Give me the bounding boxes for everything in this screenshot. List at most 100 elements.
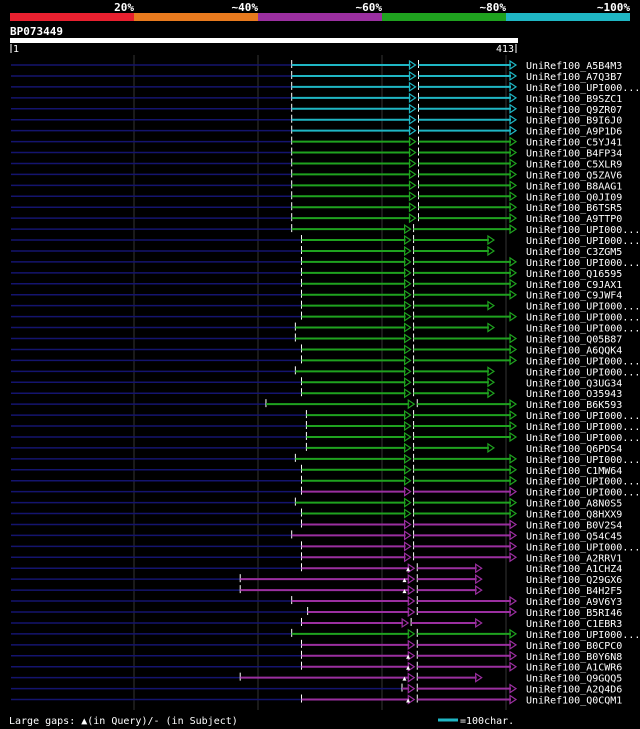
hit-row[interactable]: UniRef100_A5B4M3: [11, 59, 622, 72]
hit-label[interactable]: UniRef100_O35943: [526, 389, 622, 400]
hit-label[interactable]: UniRef100_C5YJ41: [526, 138, 622, 149]
hit-row[interactable]: UniRef100_B8AAG1: [11, 180, 622, 192]
hit-label[interactable]: UniRef100_C1EBR3: [526, 619, 622, 630]
hit-label[interactable]: UniRef100_Q8HXX9: [526, 510, 622, 521]
hit-row[interactable]: UniRef100_UPI000...: [11, 366, 640, 378]
hit-label[interactable]: UniRef100_A5B4M3: [526, 61, 622, 72]
hit-row[interactable]: UniRef100_O35943: [11, 388, 622, 400]
hit-row[interactable]: UniRef100_UPI000...: [11, 311, 640, 324]
hit-row[interactable]: UniRef100_C9JWF4: [11, 289, 622, 302]
hit-label[interactable]: UniRef100_Q3UG34: [526, 378, 622, 389]
hit-row[interactable]: UniRef100_UPI000...: [11, 234, 640, 247]
hit-label[interactable]: UniRef100_B0V2S4: [526, 520, 622, 531]
hit-label[interactable]: UniRef100_UPI000...: [526, 258, 640, 269]
hit-row[interactable]: UniRef100_B4FP34: [11, 147, 622, 160]
hit-row[interactable]: UniRef100_C9JAX1: [11, 278, 622, 291]
hit-label[interactable]: UniRef100_UPI000...: [526, 313, 640, 324]
hit-row[interactable]: UniRef100_A8N0S5: [11, 497, 622, 510]
hit-label[interactable]: UniRef100_A7Q3B7: [526, 72, 622, 83]
hit-label[interactable]: UniRef100_Q0JI09: [526, 192, 622, 203]
hit-label[interactable]: UniRef100_C5XLR9: [526, 159, 622, 170]
hit-row[interactable]: UniRef100_A2RRV1: [11, 552, 622, 564]
hit-row[interactable]: UniRef100_Q8HXX9: [11, 508, 622, 521]
hit-label[interactable]: UniRef100_B9SZC1: [526, 94, 622, 105]
hit-row[interactable]: UniRef100_A6QQK4: [11, 344, 622, 356]
hit-row[interactable]: UniRef100_UPI000...: [11, 420, 640, 433]
hit-row[interactable]: UniRef100_UPI000...: [11, 453, 640, 466]
hit-label[interactable]: UniRef100_Q5ZAV6: [526, 170, 622, 181]
hit-label[interactable]: UniRef100_B0CPC0: [526, 641, 622, 652]
hit-label[interactable]: UniRef100_Q6PDS4: [526, 444, 622, 455]
hit-row[interactable]: UniRef100_Q3UG34: [11, 377, 622, 389]
hit-label[interactable]: UniRef100_B5RI46: [526, 608, 622, 619]
hit-row[interactable]: UniRef100_Q5ZAV6: [11, 169, 622, 181]
hit-row[interactable]: UniRef100_B9SZC1: [11, 92, 622, 105]
hit-row[interactable]: UniRef100_B5RI46: [11, 606, 622, 619]
hit-label[interactable]: UniRef100_C9JAX1: [526, 280, 622, 291]
hit-label[interactable]: UniRef100_UPI000...: [526, 225, 640, 236]
hit-row[interactable]: UniRef100_Q05B87: [11, 333, 622, 346]
hit-label[interactable]: UniRef100_B8AAG1: [526, 181, 622, 192]
hit-label[interactable]: UniRef100_B0Y6N8: [526, 652, 622, 663]
hit-row[interactable]: UniRef100_C5YJ41: [11, 136, 622, 149]
hit-row[interactable]: UniRef100_Q16595: [11, 267, 622, 280]
hit-row[interactable]: UniRef100_C5XLR9: [11, 158, 622, 170]
hit-label[interactable]: UniRef100_B6K593: [526, 400, 622, 411]
hit-row[interactable]: UniRef100_A2Q4D6: [11, 683, 622, 696]
hit-label[interactable]: UniRef100_B6TSR5: [526, 203, 622, 214]
hit-label[interactable]: UniRef100_UPI000...: [526, 356, 640, 367]
hit-row[interactable]: UniRef100_UPI000...: [11, 409, 640, 422]
hit-label[interactable]: UniRef100_A1CHZ4: [526, 564, 622, 575]
hit-row[interactable]: UniRef100_UPI000...: [11, 300, 640, 313]
hit-row[interactable]: UniRef100_UPI000...: [11, 475, 640, 488]
hit-label[interactable]: UniRef100_C1MW64: [526, 466, 622, 477]
hit-row[interactable]: UniRef100_C3ZGM5: [11, 245, 622, 258]
hit-label[interactable]: UniRef100_UPI000...: [526, 488, 640, 499]
hit-row[interactable]: UniRef100_UPI000...: [11, 628, 640, 641]
hit-label[interactable]: UniRef100_Q0CQM1: [526, 696, 622, 707]
hit-label[interactable]: UniRef100_Q29GX6: [526, 575, 622, 586]
hit-label[interactable]: UniRef100_B4FP34: [526, 149, 622, 160]
hit-label[interactable]: UniRef100_Q9GQQ5: [526, 674, 622, 685]
hit-row[interactable]: UniRef100_C1MW64: [11, 464, 622, 477]
hit-label[interactable]: UniRef100_A6QQK4: [526, 345, 622, 356]
hit-row[interactable]: UniRef100_Q0JI09: [11, 191, 622, 203]
hit-label[interactable]: UniRef100_A8N0S5: [526, 499, 622, 510]
hit-row[interactable]: UniRef100_UPI000...: [11, 431, 640, 444]
hit-row[interactable]: UniRef100_A9P1D6: [11, 125, 622, 138]
hit-label[interactable]: UniRef100_UPI000...: [526, 433, 640, 444]
hit-label[interactable]: UniRef100_UPI000...: [526, 324, 640, 335]
hit-row[interactable]: UniRef100_UPI000...: [11, 256, 640, 269]
hit-label[interactable]: UniRef100_UPI000...: [526, 411, 640, 422]
hit-row[interactable]: UniRef100_Q6PDS4: [11, 442, 622, 455]
hit-label[interactable]: UniRef100_Q05B87: [526, 335, 622, 346]
hit-row[interactable]: UniRef100_UPI000...: [11, 322, 640, 335]
hit-label[interactable]: UniRef100_C3ZGM5: [526, 247, 622, 258]
hit-row[interactable]: UniRef100_A9TTP0: [11, 213, 622, 225]
hit-label[interactable]: UniRef100_UPI000...: [526, 477, 640, 488]
hit-label[interactable]: UniRef100_A1CWR6: [526, 663, 622, 674]
hit-label[interactable]: UniRef100_A9V6Y3: [526, 597, 622, 608]
hit-row[interactable]: UniRef100_UPI000...: [11, 355, 640, 367]
hit-row[interactable]: UniRef100_B0Y6N8: [11, 650, 622, 663]
hit-row[interactable]: UniRef100_B0CPC0: [11, 639, 622, 652]
hit-label[interactable]: UniRef100_A9P1D6: [526, 127, 622, 138]
hit-row[interactable]: UniRef100_B0V2S4: [11, 519, 622, 531]
hit-row[interactable]: UniRef100_Q0CQM1: [11, 694, 622, 707]
hit-label[interactable]: UniRef100_B9I6J0: [526, 116, 622, 127]
hit-row[interactable]: UniRef100_A7Q3B7: [11, 70, 622, 83]
hit-label[interactable]: UniRef100_UPI000...: [526, 630, 640, 641]
hit-label[interactable]: UniRef100_Q16595: [526, 269, 622, 280]
hit-row[interactable]: UniRef100_UPI000...: [11, 541, 640, 553]
hit-label[interactable]: UniRef100_A2RRV1: [526, 553, 622, 564]
hit-row[interactable]: UniRef100_Q9GQQ5: [11, 672, 622, 685]
hit-label[interactable]: UniRef100_UPI000...: [526, 367, 640, 378]
hit-row[interactable]: UniRef100_A1CHZ4: [11, 563, 622, 575]
hit-row[interactable]: UniRef100_Q9ZR07: [11, 103, 622, 116]
hit-label[interactable]: UniRef100_UPI000...: [526, 83, 640, 94]
hit-row[interactable]: UniRef100_UPI000...: [11, 486, 640, 499]
hit-label[interactable]: UniRef100_UPI000...: [526, 542, 640, 553]
hit-label[interactable]: UniRef100_B4H2F5: [526, 586, 622, 597]
hit-label[interactable]: UniRef100_UPI000...: [526, 302, 640, 313]
hit-label[interactable]: UniRef100_C9JWF4: [526, 291, 622, 302]
